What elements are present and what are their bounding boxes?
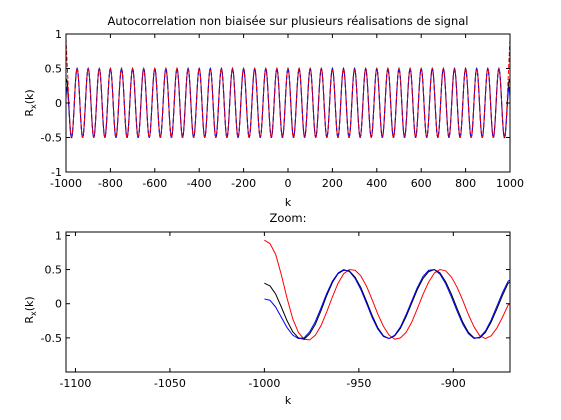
zoom-x-tick-label: -1050 xyxy=(154,377,186,390)
zoom-x-tick-label: -1100 xyxy=(59,377,91,390)
zoom-y-axis-label: Rx(k) xyxy=(23,296,38,323)
zoom-y-tick-label: 1 xyxy=(55,229,62,242)
top-y-tick-label: 0.5 xyxy=(45,63,63,76)
top-y-tick-label: 0 xyxy=(55,97,62,110)
top-x-axis-label: k xyxy=(285,196,292,209)
top-x-tick-label: 800 xyxy=(455,177,476,190)
top-chart-title: Autocorrelation non biaisée sur plusieur… xyxy=(108,14,469,28)
top-y-tick-label: -0.5 xyxy=(41,132,62,145)
top-y-tick-label: -1 xyxy=(51,166,62,179)
zoom-chart-title: Zoom: xyxy=(269,211,306,225)
zoom-x-ticks: -1100 -1050 -1000 -950 -900 xyxy=(59,232,466,390)
top-x-tick-label: -600 xyxy=(142,177,167,190)
top-x-tick-label: -1000 xyxy=(50,177,82,190)
zoom-axes-box xyxy=(65,231,511,373)
top-plot-area xyxy=(65,38,511,139)
top-x-tick-label: 1000 xyxy=(496,177,524,190)
top-series-line-2 xyxy=(65,38,511,138)
top-x-tick-label: 0 xyxy=(285,177,292,190)
top-axes: Autocorrelation non biaisée sur plusieur… xyxy=(23,14,524,209)
zoom-plot-area xyxy=(264,239,510,341)
zoom-y-tick-label: -0.5 xyxy=(41,332,62,345)
zoom-series-line-0 xyxy=(264,239,510,341)
zoom-x-tick-label: -950 xyxy=(346,377,371,390)
zoom-x-axis-label: k xyxy=(285,394,292,407)
zoom-x-tick-label: -1000 xyxy=(248,377,280,390)
top-x-tick-label: -200 xyxy=(231,177,256,190)
zoom-y-tick-label: 0 xyxy=(55,298,62,311)
top-x-tick-label: 600 xyxy=(411,177,432,190)
zoom-series-line-2 xyxy=(264,269,510,340)
zoom-y-tick-label: 0.5 xyxy=(45,264,63,277)
zoom-axes: Zoom: -1100 -1050 -1000 -950 -900 -0.500.51 … xyxy=(23,211,511,407)
zoom-x-tick-label: -900 xyxy=(441,377,466,390)
top-x-tick-label: -400 xyxy=(187,177,212,190)
top-y-axis-label: Rx(k) xyxy=(23,89,38,116)
top-y-tick-label: 1 xyxy=(55,28,62,41)
top-y-ticks: -1 -0.5 0 0.5 1 xyxy=(41,28,510,179)
top-x-tick-label: 400 xyxy=(366,177,387,190)
zoom-y-ticks: -0.5 0 0.5 1 xyxy=(41,229,510,345)
top-x-tick-label: 200 xyxy=(322,177,343,190)
top-x-ticks: -1000 -800 -600 -400 -200 0 200 400 600 800 1000 xyxy=(50,34,524,190)
top-x-tick-label: -800 xyxy=(98,177,123,190)
